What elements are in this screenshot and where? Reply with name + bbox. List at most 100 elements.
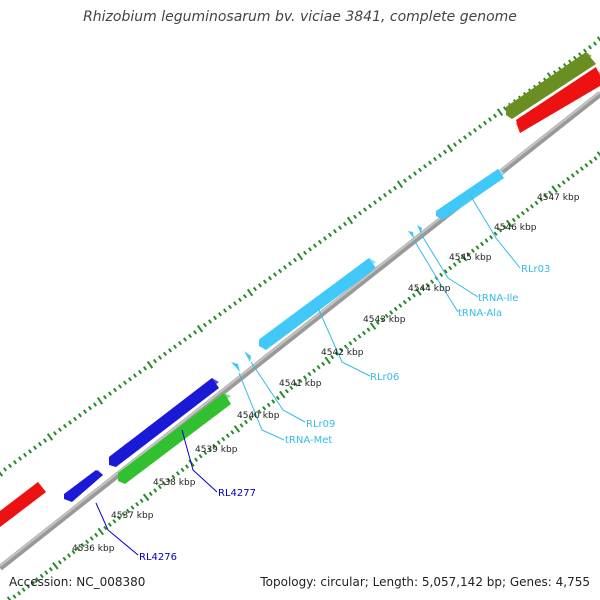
leader-rlr03 — [469, 194, 521, 269]
feature-label-trna-ala[interactable]: tRNA-Ala — [458, 308, 502, 319]
outer-ring-tick — [202, 322, 208, 328]
inner-ring-tick — [561, 180, 566, 185]
outer-ring-tick — [108, 391, 112, 396]
inner-ring-tick — [466, 252, 471, 257]
outer-ring-tick — [367, 203, 373, 209]
inner-ring-tick — [107, 522, 112, 527]
outer-ring-tick — [587, 44, 593, 50]
outer-ring-tick — [0, 471, 4, 477]
outer-ring-tick — [257, 283, 263, 288]
feature-label-rl4277[interactable]: RL4277 — [218, 488, 256, 499]
outer-ring-tick — [243, 294, 247, 299]
outer-ring-tick — [467, 131, 473, 136]
scale-label-4546: 4546 kbp — [494, 223, 537, 233]
outer-ring-tick — [62, 423, 67, 429]
inner-ring-tick — [48, 566, 53, 572]
inner-ring-tick — [361, 330, 367, 336]
inner-ring-tick — [76, 546, 81, 551]
rrna-block-rlr03 — [436, 169, 504, 220]
trna-ile-marker — [417, 225, 422, 234]
leader-trna-ile — [420, 233, 479, 298]
feature-label-trna-met[interactable]: tRNA-Met — [285, 435, 332, 446]
inner-ring-tick — [548, 190, 553, 195]
inner-ring-tick — [334, 351, 339, 356]
inner-ring-tick — [389, 310, 394, 315]
inner-ring-tick — [279, 390, 286, 399]
outer-ring-tick — [77, 413, 83, 418]
outer-ring-tick — [212, 315, 218, 321]
outer-ring-tick — [142, 366, 148, 371]
feature-label-rlr09[interactable]: RLr09 — [306, 419, 335, 430]
outer-ring-tick — [427, 160, 433, 165]
outer-ring-tick — [173, 344, 177, 349]
outer-ring-tick — [342, 221, 348, 227]
leader-rl4277 — [181, 429, 218, 493]
inner-ring-tick — [502, 224, 507, 230]
inner-ring-tick — [153, 488, 158, 493]
outer-ring-tick — [217, 312, 223, 317]
outer-ring-tick — [322, 236, 328, 241]
outer-ring-tick — [13, 460, 17, 465]
feature-label-trna-ile[interactable]: tRNA-Ile — [478, 293, 518, 304]
scale-label-4547: 4547 kbp — [537, 193, 580, 203]
feature-label-rlr03[interactable]: RLr03 — [521, 264, 550, 275]
inner-ring-tick — [584, 163, 589, 168]
inner-ring-tick — [35, 577, 40, 582]
inner-ring-tick — [6, 596, 12, 600]
inner-ring-tick — [103, 525, 108, 531]
inner-ring-tick — [551, 185, 558, 193]
inner-ring-tick — [420, 286, 426, 291]
inner-ring-tick — [415, 288, 422, 296]
outer-ring-tick — [302, 250, 308, 256]
inner-ring-tick — [30, 580, 35, 586]
outer-ring-tick — [296, 252, 304, 261]
red-feature-right — [516, 67, 600, 133]
outer-ring-tick — [582, 48, 588, 54]
inner-ring-tick — [470, 248, 475, 253]
outer-ring-tick — [146, 360, 154, 369]
outer-ring-tick — [396, 180, 404, 189]
outer-ring-tick — [17, 456, 23, 461]
inner-ring-tick — [94, 532, 99, 538]
inner-ring-tick — [52, 561, 59, 570]
inner-ring-tick — [212, 443, 217, 449]
feature-label-rl4276[interactable]: RL4276 — [139, 552, 177, 563]
outer-ring-tick — [412, 171, 418, 176]
outer-ring-tick — [362, 207, 368, 212]
outer-ring-tick — [82, 409, 88, 414]
outer-tick-ring — [0, 36, 600, 477]
inner-ring-tick — [343, 344, 348, 349]
inner-ring-tick — [538, 197, 544, 202]
outer-ring-tick — [123, 380, 127, 385]
outer-ring-tick — [487, 117, 493, 122]
inner-ring-tick — [284, 388, 289, 394]
inner-ring-tick — [262, 406, 267, 411]
rrna-block-rlr06 — [259, 258, 376, 350]
outer-ring-tick — [87, 405, 93, 411]
inner-ring-tick — [402, 299, 407, 305]
inner-ring-tick — [266, 402, 271, 408]
inner-ring-tick — [375, 320, 380, 325]
feature-label-rlr06[interactable]: RLr06 — [370, 372, 399, 383]
inner-ring-tick — [384, 313, 389, 319]
outer-ring-tick — [223, 308, 227, 313]
outer-ring-tick — [287, 261, 293, 266]
outer-ring-tick — [417, 167, 423, 173]
outer-ring-tick — [8, 463, 12, 468]
inner-ring-tick — [475, 245, 480, 250]
outer-ring-tick — [272, 272, 278, 277]
inner-ring-tick — [443, 269, 448, 274]
inner-ring-tick — [430, 279, 435, 284]
inner-ring-tick — [493, 231, 498, 236]
inner-ring-tick — [239, 423, 244, 428]
outer-ring-tick — [377, 196, 383, 201]
outer-ring-tick — [277, 268, 283, 274]
inner-ring-tick — [275, 395, 280, 401]
olive-feature-right — [506, 52, 596, 119]
inner-ring-tick — [180, 467, 185, 473]
inner-ring-tick — [67, 553, 71, 558]
inner-ring-tick — [271, 399, 276, 404]
inner-ring-tick — [85, 539, 90, 545]
outer-ring-tick — [157, 355, 163, 360]
outer-ring-tick — [387, 189, 393, 194]
